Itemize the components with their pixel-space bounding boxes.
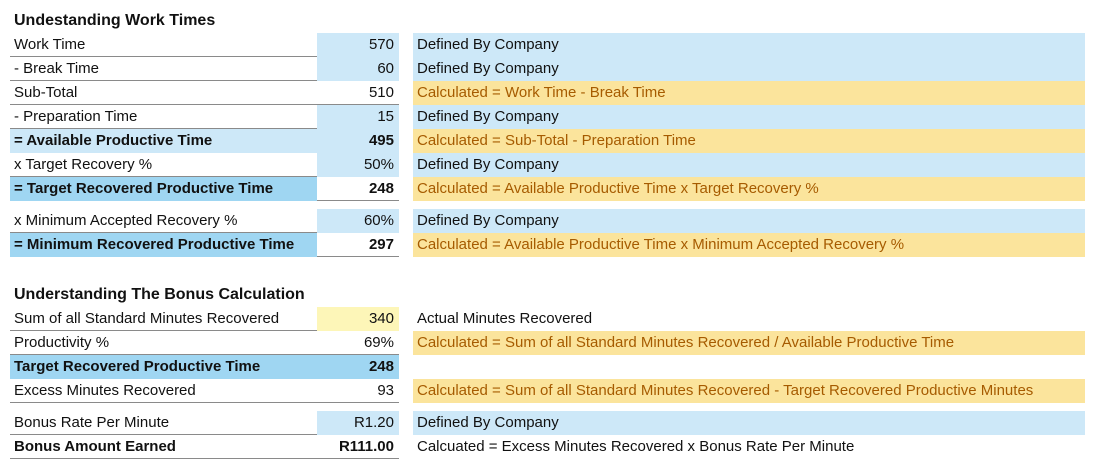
row-value-target-recovery[interactable]: 50%: [317, 153, 399, 177]
row-desc-sub-total[interactable]: Calculated = Work Time - Break Time: [413, 81, 1085, 105]
row-label-minimum-recovered-productive-time[interactable]: = Minimum Recovered Productive Time: [10, 233, 317, 257]
row-value-sum-standard-minutes[interactable]: 340: [317, 307, 399, 331]
row-value-minimum-accepted-recovery[interactable]: 60%: [317, 209, 399, 233]
row-desc-preparation-time[interactable]: Defined By Company: [413, 105, 1085, 129]
row-label-minimum-accepted-recovery[interactable]: x Minimum Accepted Recovery %: [10, 209, 317, 233]
row-value-minimum-recovered-productive-time[interactable]: 297: [317, 233, 399, 257]
row-value-excess-minutes[interactable]: 93: [317, 379, 399, 403]
row-value-available-productive-time[interactable]: 495: [317, 129, 399, 153]
row-value-break-time[interactable]: 60: [317, 57, 399, 81]
row-desc-work-time[interactable]: Defined By Company: [413, 33, 1085, 57]
row-desc-available-productive-time[interactable]: Calculated = Sub-Total - Preparation Tim…: [413, 129, 1085, 153]
row-label-target-recovery[interactable]: x Target Recovery %: [10, 153, 317, 177]
row-label-target-recovered-time-bonus[interactable]: Target Recovered Productive Time: [10, 355, 317, 379]
row-label-work-time[interactable]: Work Time: [10, 33, 317, 57]
row-value-bonus-amount[interactable]: R111.00: [317, 435, 399, 459]
section-title-bonus-calculation: Understanding The Bonus Calculation: [14, 286, 305, 303]
row-label-bonus-amount[interactable]: Bonus Amount Earned: [10, 435, 317, 459]
row-desc-sum-standard-minutes[interactable]: Actual Minutes Recovered: [417, 310, 593, 327]
row-label-break-time[interactable]: - Break Time: [10, 57, 317, 81]
row-desc-bonus-rate[interactable]: Defined By Company: [413, 411, 1085, 435]
row-desc-excess-minutes[interactable]: Calculated = Sum of all Standard Minutes…: [413, 379, 1085, 403]
row-label-target-recovered-productive-time[interactable]: = Target Recovered Productive Time: [10, 177, 317, 201]
row-label-preparation-time[interactable]: - Preparation Time: [10, 105, 317, 129]
row-label-productivity[interactable]: Productivity %: [10, 331, 317, 355]
section-title-work-times: Undestanding Work Times: [14, 12, 216, 29]
row-label-excess-minutes[interactable]: Excess Minutes Recovered: [10, 379, 317, 403]
row-desc-bonus-amount[interactable]: Calcuated = Excess Minutes Recovered x B…: [417, 438, 855, 455]
row-value-preparation-time[interactable]: 15: [317, 105, 399, 129]
row-desc-break-time[interactable]: Defined By Company: [413, 57, 1085, 81]
row-desc-productivity[interactable]: Calculated = Sum of all Standard Minutes…: [413, 331, 1085, 355]
row-label-bonus-rate[interactable]: Bonus Rate Per Minute: [10, 411, 317, 435]
row-value-target-recovered-productive-time[interactable]: 248: [317, 177, 399, 201]
row-value-target-recovered-time-bonus[interactable]: 248: [317, 355, 399, 379]
row-label-available-productive-time[interactable]: = Available Productive Time: [10, 129, 317, 153]
row-label-sub-total[interactable]: Sub-Total: [10, 81, 317, 105]
row-desc-minimum-accepted-recovery[interactable]: Defined By Company: [413, 209, 1085, 233]
row-desc-target-recovered-productive-time[interactable]: Calculated = Available Productive Time x…: [413, 177, 1085, 201]
row-value-sub-total[interactable]: 510: [317, 81, 399, 105]
row-value-work-time[interactable]: 570: [317, 33, 399, 57]
row-desc-minimum-recovered-productive-time[interactable]: Calculated = Available Productive Time x…: [413, 233, 1085, 257]
row-value-bonus-rate[interactable]: R1.20: [317, 411, 399, 435]
row-label-sum-standard-minutes[interactable]: Sum of all Standard Minutes Recovered: [10, 307, 317, 331]
row-desc-target-recovery[interactable]: Defined By Company: [413, 153, 1085, 177]
row-value-productivity[interactable]: 69%: [317, 331, 399, 355]
